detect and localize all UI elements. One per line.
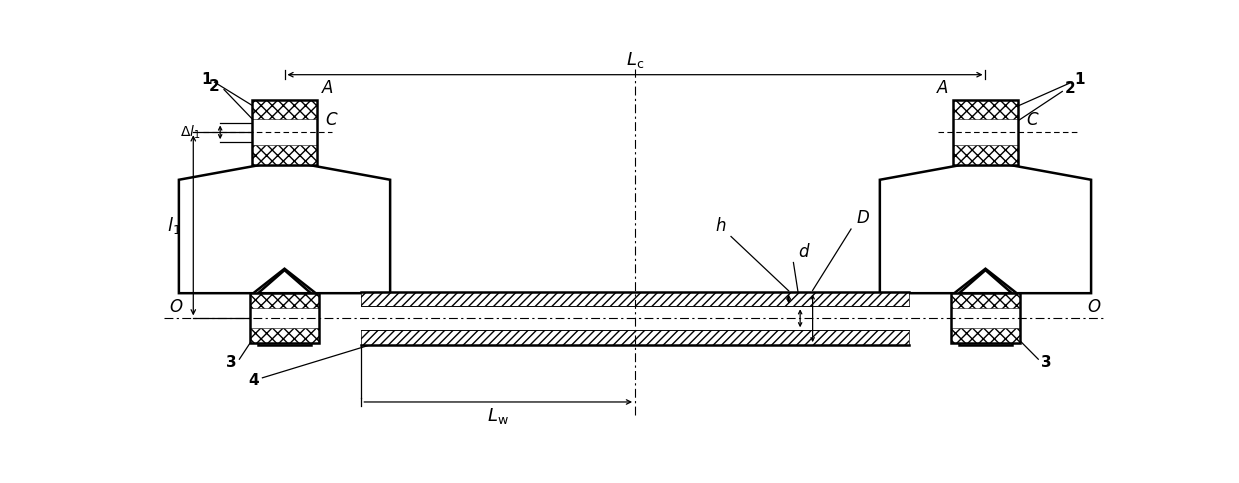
Text: 3: 3 — [227, 355, 237, 369]
Text: 4: 4 — [249, 373, 259, 388]
Bar — [953, 100, 1018, 165]
Polygon shape — [959, 270, 1012, 293]
Bar — [953, 100, 1018, 119]
Polygon shape — [178, 165, 390, 293]
Bar — [252, 100, 317, 119]
Bar — [953, 145, 1018, 165]
Text: O: O — [170, 298, 182, 316]
Bar — [950, 293, 1020, 308]
Text: $h$: $h$ — [715, 216, 726, 235]
Polygon shape — [880, 165, 1092, 293]
Text: $\Delta l_1$: $\Delta l_1$ — [181, 124, 201, 141]
Text: $L_{\mathrm{c}}$: $L_{\mathrm{c}}$ — [626, 50, 644, 70]
Text: A: A — [322, 79, 333, 97]
Bar — [258, 293, 311, 345]
Bar — [959, 293, 1012, 345]
Text: 2: 2 — [1064, 81, 1075, 96]
Bar — [250, 293, 320, 308]
Text: 2: 2 — [209, 80, 219, 95]
Bar — [250, 328, 320, 343]
Bar — [950, 293, 1020, 343]
Text: $L_{\mathrm{w}}$: $L_{\mathrm{w}}$ — [487, 406, 509, 426]
Text: C: C — [1026, 111, 1037, 128]
Bar — [953, 100, 1018, 165]
Text: A: A — [937, 79, 948, 97]
Text: C: C — [325, 111, 337, 128]
Text: O: O — [1088, 298, 1100, 316]
Bar — [362, 292, 908, 345]
Bar — [252, 145, 317, 165]
Bar — [362, 330, 908, 345]
Bar — [252, 100, 317, 165]
Bar — [250, 293, 320, 343]
Bar — [362, 330, 908, 345]
Text: $d$: $d$ — [798, 242, 810, 261]
Text: 1: 1 — [202, 71, 212, 86]
Bar — [950, 293, 1020, 343]
Bar — [250, 293, 320, 343]
Bar — [362, 292, 908, 306]
Polygon shape — [258, 270, 311, 293]
Bar — [252, 100, 317, 165]
Bar — [950, 328, 1020, 343]
Text: 1: 1 — [1074, 71, 1085, 86]
Text: 3: 3 — [1041, 355, 1051, 369]
Text: $l_1$: $l_1$ — [167, 215, 181, 236]
Text: $D$: $D$ — [856, 209, 870, 227]
Bar — [362, 292, 908, 306]
